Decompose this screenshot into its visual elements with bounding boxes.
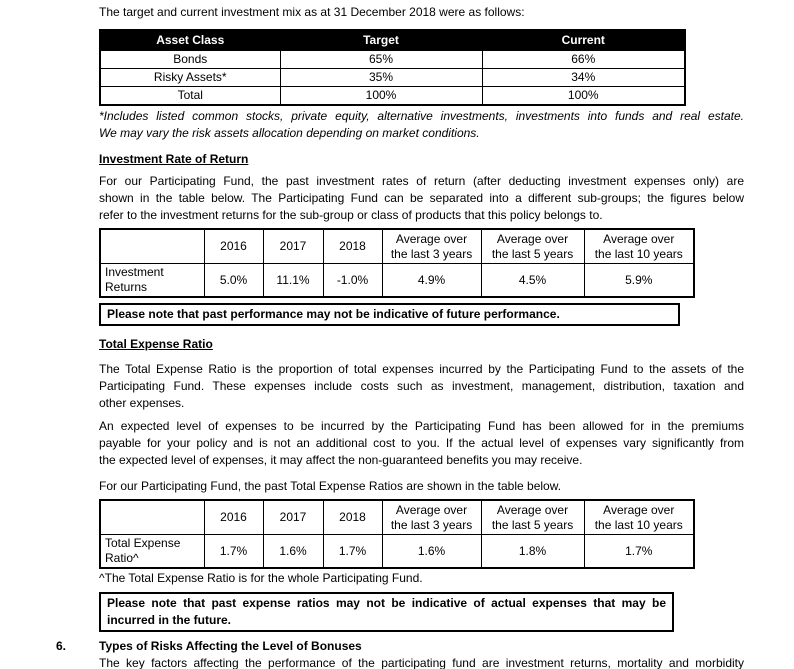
paragraph-line: payable for your policy and is not an ad… [99, 436, 744, 450]
cell-risky-current: 34% [481, 68, 686, 87]
asset-mix-header-row: Asset Class Target Current [99, 29, 686, 51]
ter-data-row: Total Expense Ratio^ 1.7% 1.6% 1.7% 1.6%… [99, 534, 695, 569]
col-header-asset-class: Asset Class [99, 29, 281, 51]
cell-bonds-label: Bonds [99, 50, 281, 69]
col-header-avg-10yr: Average over the last 10 years [583, 499, 695, 535]
paragraph-line: shown in the table below. The Participat… [99, 191, 744, 205]
cell-total-target: 100% [279, 86, 483, 106]
paragraph-line: The key factors affecting the performanc… [99, 656, 744, 669]
section-6: 6. Types of Risks Affecting the Level of… [56, 638, 744, 669]
col-header-2016: 2016 [203, 228, 264, 264]
cell-bonds-current: 66% [481, 50, 686, 69]
ror-paragraph: For our Participating Fund, the past inv… [99, 173, 744, 224]
table-row-total: Total 100% 100% [99, 86, 686, 106]
note-line: Please note that past expense ratios may… [107, 596, 666, 610]
paragraph-line: the expected level of expenses, it may a… [99, 453, 583, 467]
cell-ter-2016: 1.7% [203, 534, 264, 569]
cell-returns-2018: -1.0% [322, 263, 383, 298]
col-header-2018: 2018 [322, 499, 383, 535]
total-expense-ratio-table: 2016 2017 2018 Average over the last 3 y… [99, 499, 695, 569]
cell-ter-avg-5yr: 1.8% [480, 534, 585, 569]
header-line: Average over [603, 502, 675, 517]
col-header-avg-3yr: Average over the last 3 years [381, 499, 482, 535]
cell-total-current: 100% [481, 86, 686, 106]
col-header-avg-5yr: Average over the last 5 years [480, 499, 585, 535]
cell-total-label: Total [99, 86, 281, 106]
row-label-investment-returns: Investment Returns [99, 263, 205, 298]
col-header-avg-10yr: Average over the last 10 years [583, 228, 695, 264]
col-header-target: Target [279, 29, 483, 51]
header-line: Average over [603, 231, 675, 246]
paragraph-line: An expected level of expenses to be incu… [99, 419, 744, 433]
section-number: 6. [56, 639, 67, 653]
ter-paragraph-3: For our Participating Fund, the past Tot… [99, 479, 562, 493]
section6-paragraph: The key factors affecting the performanc… [99, 655, 744, 669]
ter-footnote: ^The Total Expense Ratio is for the whol… [99, 571, 423, 585]
returns-data-row: Investment Returns 5.0% 11.1% -1.0% 4.9%… [99, 263, 695, 298]
investment-returns-table: 2016 2017 2018 Average over the last 3 y… [99, 228, 695, 298]
col-header-blank [99, 228, 205, 264]
header-line: the last 3 years [390, 246, 473, 261]
ter-paragraph-1: The Total Expense Ratio is the proportio… [99, 361, 744, 412]
paragraph-line: refer to the investment returns for the … [99, 208, 603, 222]
past-performance-note-box: Please note that past performance may no… [99, 303, 680, 326]
col-header-2018: 2018 [322, 228, 383, 264]
cell-ter-avg-10yr: 1.7% [583, 534, 695, 569]
cell-bonds-target: 65% [279, 50, 483, 69]
header-line: the last 10 years [594, 246, 683, 261]
header-line: Average over [395, 502, 468, 517]
asset-mix-footnote: *Includes listed common stocks, private … [99, 108, 744, 142]
cell-returns-2017: 11.1% [262, 263, 324, 298]
ter-header-row: 2016 2017 2018 Average over the last 3 y… [99, 499, 695, 535]
footnote-line: We may vary the risk assets allocation d… [99, 126, 480, 140]
heading-investment-rate-of-return: Investment Rate of Return [99, 152, 249, 166]
heading-types-of-risks: Types of Risks Affecting the Level of Bo… [99, 639, 362, 653]
note-line: incurred in the future. [107, 613, 232, 627]
header-line: the last 3 years [390, 517, 473, 532]
col-header-2017: 2017 [262, 499, 324, 535]
past-expense-note-box: Please note that past expense ratios may… [99, 592, 674, 632]
col-header-2017: 2017 [262, 228, 324, 264]
table-row-risky-assets: Risky Assets* 35% 34% [99, 68, 686, 87]
col-header-avg-3yr: Average over the last 3 years [381, 228, 482, 264]
col-header-blank [99, 499, 205, 535]
col-header-avg-5yr: Average over the last 5 years [480, 228, 585, 264]
cell-returns-avg-3yr: 4.9% [381, 263, 482, 298]
header-line: Average over [496, 231, 569, 246]
header-line: the last 10 years [594, 517, 683, 532]
cell-ter-avg-3yr: 1.6% [381, 534, 482, 569]
header-line: Average over [395, 231, 468, 246]
col-header-current: Current [481, 29, 686, 51]
header-line: Average over [496, 502, 569, 517]
table-row-bonds: Bonds 65% 66% [99, 50, 686, 69]
intro-paragraph: The target and current investment mix as… [99, 5, 525, 19]
cell-returns-avg-5yr: 4.5% [480, 263, 585, 298]
cell-returns-avg-10yr: 5.9% [583, 263, 695, 298]
paragraph-line: other expenses. [99, 396, 185, 410]
cell-risky-label: Risky Assets* [99, 68, 281, 87]
header-line: the last 5 years [491, 517, 574, 532]
returns-header-row: 2016 2017 2018 Average over the last 3 y… [99, 228, 695, 264]
heading-total-expense-ratio: Total Expense Ratio [99, 337, 213, 351]
asset-mix-table: Asset Class Target Current Bonds 65% 66%… [99, 29, 686, 106]
paragraph-line: For our Participating Fund, the past inv… [99, 174, 744, 188]
ter-paragraph-2: An expected level of expenses to be incu… [99, 418, 744, 469]
cell-ter-2018: 1.7% [322, 534, 383, 569]
row-label-total-expense-ratio: Total Expense Ratio^ [99, 534, 205, 569]
cell-risky-target: 35% [279, 68, 483, 87]
footnote-line: *Includes listed common stocks, private … [99, 109, 744, 123]
paragraph-line: The Total Expense Ratio is the proportio… [99, 362, 744, 376]
paragraph-line: Participating Fund. These expenses inclu… [99, 379, 744, 393]
header-line: the last 5 years [491, 246, 574, 261]
cell-ter-2017: 1.6% [262, 534, 324, 569]
col-header-2016: 2016 [203, 499, 264, 535]
cell-returns-2016: 5.0% [203, 263, 264, 298]
